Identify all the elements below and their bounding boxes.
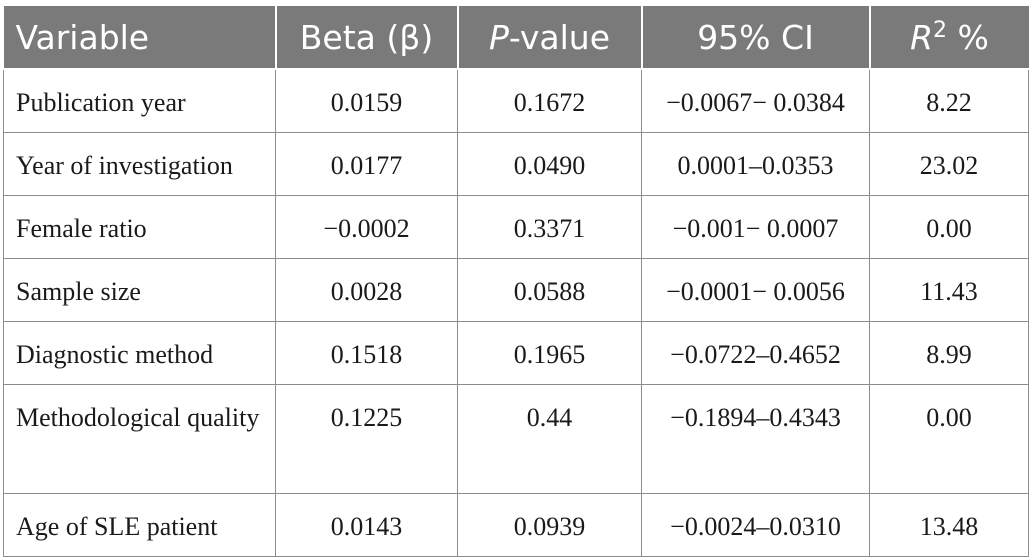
cell-ci: −0.0001− 0.0056 <box>641 258 870 322</box>
header-pvalue-letter: P <box>488 17 509 57</box>
cell-r2: 0.00 <box>869 195 1029 259</box>
cell-ci: −0.001− 0.0007 <box>641 195 870 259</box>
table-row: Age of SLE patient 0.0143 0.0939 −0.0024… <box>3 493 1029 557</box>
cell-pvalue: 0.0490 <box>457 132 642 196</box>
cell-pvalue: 0.3371 <box>457 195 642 259</box>
cell-beta: 0.0177 <box>275 132 458 196</box>
cell-variable: Methodological quality <box>3 384 276 494</box>
cell-ci: −0.0722–0.4652 <box>641 321 870 385</box>
cell-ci: −0.0024–0.0310 <box>641 493 870 557</box>
cell-r2: 8.22 <box>869 68 1029 133</box>
cell-pvalue: 0.0939 <box>457 493 642 557</box>
cell-beta: −0.0002 <box>275 195 458 259</box>
header-ci: 95% CI <box>641 6 871 70</box>
cell-r2: 0.00 <box>869 384 1029 494</box>
cell-ci: −0.0067− 0.0384 <box>641 68 870 133</box>
header-r2-suffix: % <box>947 17 989 57</box>
table-header-row: Variable Beta (β) P-value 95% CI R2 % <box>3 6 1029 70</box>
cell-variable: Diagnostic method <box>3 321 276 385</box>
cell-beta: 0.0143 <box>275 493 458 557</box>
regression-table-container: Variable Beta (β) P-value 95% CI R2 % Pu… <box>3 6 1029 557</box>
cell-pvalue: 0.44 <box>457 384 642 494</box>
cell-ci: 0.0001–0.0353 <box>641 132 870 196</box>
cell-pvalue: 0.1672 <box>457 68 642 133</box>
header-pvalue: P-value <box>457 6 643 70</box>
cell-r2: 8.99 <box>869 321 1029 385</box>
cell-r2: 13.48 <box>869 493 1029 557</box>
header-r2-superscript: 2 <box>933 17 948 43</box>
header-r2: R2 % <box>869 6 1029 70</box>
cell-variable: Sample size <box>3 258 276 322</box>
cell-pvalue: 0.1965 <box>457 321 642 385</box>
header-beta: Beta (β) <box>275 6 459 70</box>
table-row: Sample size 0.0028 0.0588 −0.0001− 0.005… <box>3 258 1029 322</box>
cell-beta: 0.1225 <box>275 384 458 494</box>
cell-r2: 11.43 <box>869 258 1029 322</box>
table-row: Publication year 0.0159 0.1672 −0.0067− … <box>3 68 1029 133</box>
header-variable: Variable <box>3 6 277 70</box>
table-row: Female ratio −0.0002 0.3371 −0.001− 0.00… <box>3 195 1029 259</box>
cell-pvalue: 0.0588 <box>457 258 642 322</box>
cell-ci: −0.1894–0.4343 <box>641 384 870 494</box>
cell-r2: 23.02 <box>869 132 1029 196</box>
cell-variable: Female ratio <box>3 195 276 259</box>
meta-regression-table: Variable Beta (β) P-value 95% CI R2 % Pu… <box>3 6 1029 557</box>
cell-variable: Year of investigation <box>3 132 276 196</box>
table-row: Methodological quality 0.1225 0.44 −0.18… <box>3 384 1029 494</box>
header-pvalue-suffix: -value <box>508 17 611 57</box>
table-row: Year of investigation 0.0177 0.0490 0.00… <box>3 132 1029 196</box>
cell-variable: Publication year <box>3 68 276 133</box>
cell-beta: 0.0028 <box>275 258 458 322</box>
table-row: Diagnostic method 0.1518 0.1965 −0.0722–… <box>3 321 1029 385</box>
cell-variable: Age of SLE patient <box>3 493 276 557</box>
cell-beta: 0.1518 <box>275 321 458 385</box>
cell-beta: 0.0159 <box>275 68 458 133</box>
header-r2-letter: R <box>910 17 934 57</box>
